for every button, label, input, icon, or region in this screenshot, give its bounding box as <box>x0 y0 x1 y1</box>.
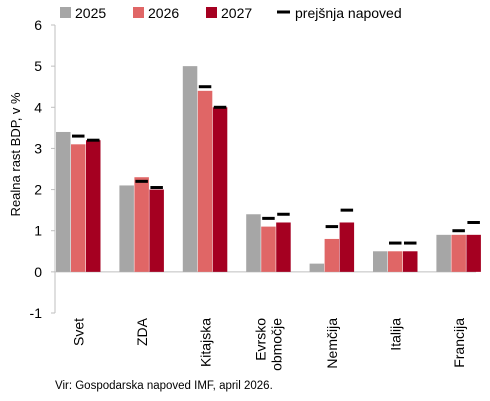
bar-2026 <box>324 238 340 272</box>
legend-swatch-2027 <box>206 7 217 18</box>
y-tick-label: 5 <box>34 58 42 74</box>
bar-2026 <box>451 234 466 272</box>
bar-2026 <box>261 226 276 272</box>
bar-2025 <box>246 214 261 272</box>
y-tick-label: 1 <box>34 223 42 239</box>
x-tick-label: Italija <box>388 318 404 351</box>
bar-2025 <box>56 131 71 272</box>
x-tick-label: Nemčija <box>324 318 340 369</box>
x-tick-label-line: Italija <box>388 318 404 351</box>
legend-swatch-2025 <box>60 7 71 18</box>
bar-2025 <box>309 263 325 272</box>
y-tick-label: 4 <box>34 99 42 115</box>
bar-2026 <box>134 177 149 272</box>
legend-label: 2025 <box>75 5 106 21</box>
bar-2026 <box>71 144 86 272</box>
legend-label: 2027 <box>221 5 252 21</box>
x-tick-label: ZDA <box>134 317 150 346</box>
x-tick-label: Svet <box>71 318 87 346</box>
x-tick-label: Francija <box>451 318 467 368</box>
y-tick-label: 6 <box>34 17 42 33</box>
bar-2027 <box>276 222 291 272</box>
bar-2027 <box>466 234 481 272</box>
bar-2027 <box>149 189 164 272</box>
x-tick-label-line: Francija <box>451 318 467 368</box>
source-note: Vir: Gospodarska napoved IMF, april 2026… <box>55 380 273 392</box>
bar-2026 <box>197 90 213 272</box>
gdp-growth-chart: -1 0 1 2 3 4 5 6 Realna rast BDP, v % Svet ZDA Kita… <box>8 5 481 371</box>
bar-2025 <box>119 185 134 272</box>
y-axis-title: Realna rast BDP, v % <box>8 92 23 216</box>
bar-2027 <box>339 222 355 272</box>
bar-2025 <box>436 234 451 272</box>
bar-2025 <box>182 66 198 272</box>
legend-swatch-2026 <box>133 7 144 18</box>
bar-2025 <box>373 251 388 272</box>
y-tick-label: -1 <box>30 305 43 321</box>
x-tick-label-line: območje <box>269 318 285 371</box>
x-tick-label-line: ZDA <box>134 317 150 346</box>
x-tick-label-line: Kitajska <box>197 318 213 367</box>
x-tick-label: Kitajska <box>197 318 213 367</box>
legend-label: prejšnja napoved <box>295 5 402 21</box>
x-tick-label-line: Nemčija <box>324 318 340 369</box>
bar-2027 <box>86 140 101 272</box>
x-tick-label: Evrskoobmočje <box>253 318 285 371</box>
y-tick-label: 0 <box>34 264 42 280</box>
bar-2027 <box>403 251 418 272</box>
x-tick-label-line: Svet <box>71 318 87 346</box>
bar-2027 <box>212 107 228 272</box>
y-tick-label: 2 <box>34 182 42 198</box>
x-tick-label-line: Evrsko <box>253 318 269 361</box>
bar-2026 <box>388 251 403 272</box>
y-tick-label: 3 <box>34 140 42 156</box>
legend-label: 2026 <box>148 5 179 21</box>
